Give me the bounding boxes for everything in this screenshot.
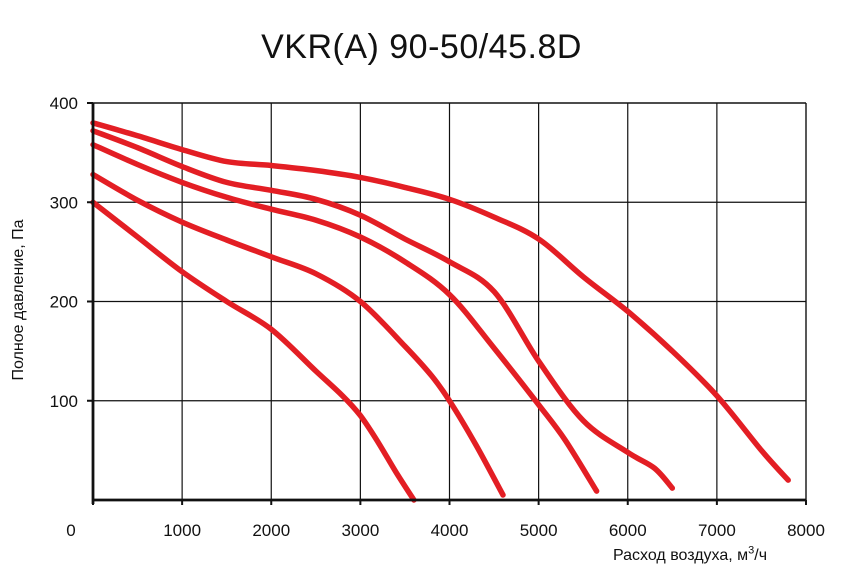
x-tick-label: 3000 — [341, 521, 379, 540]
series-layer — [90, 120, 791, 503]
x-axis-title-unit-sup: 3 — [748, 544, 755, 557]
series-line-5 — [90, 120, 791, 483]
x-tick-label: 5000 — [520, 521, 558, 540]
series-line-3 — [90, 141, 600, 494]
x-tick-label: 1000 — [163, 521, 201, 540]
x-tick-label: 7000 — [698, 521, 736, 540]
y-tick-label: 300 — [50, 193, 78, 212]
y-tick-label: 400 — [50, 94, 78, 113]
x-tick-label: 6000 — [609, 521, 647, 540]
x-axis-title: Расход воздуха, м3/ч — [613, 544, 768, 565]
x-tick-label: 8000 — [787, 521, 825, 540]
x-axis-title-unit-tail: /ч — [754, 547, 768, 564]
grid-layer — [93, 103, 806, 500]
series-line-1 — [90, 199, 417, 503]
x-tick-label: 4000 — [431, 521, 469, 540]
x-tick-label: 2000 — [252, 521, 290, 540]
series-line-2 — [90, 171, 506, 498]
x-tick-label: 0 — [66, 521, 75, 540]
series-line-4 — [90, 128, 676, 491]
y-tick-label: 200 — [50, 293, 78, 312]
axis-layer — [87, 102, 807, 505]
chart-title: VKR(A) 90-50/45.8D — [261, 28, 582, 66]
x-axis-title-text: Расход воздуха, м — [613, 547, 749, 564]
y-tick-label: 100 — [50, 392, 78, 411]
